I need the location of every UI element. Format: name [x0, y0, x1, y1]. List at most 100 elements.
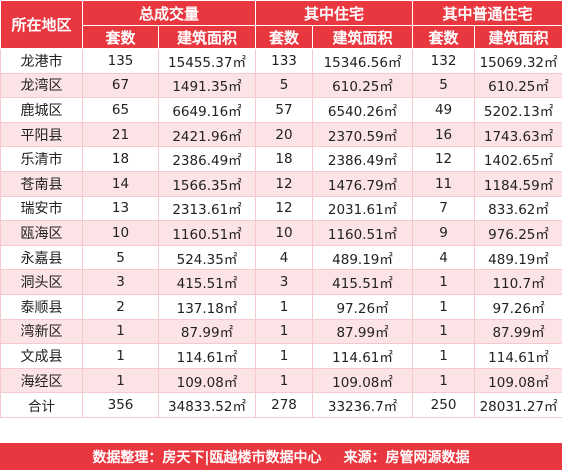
region-cell: 文成县	[0, 343, 83, 369]
ordinary-count-cell: 7	[412, 195, 476, 222]
total-count-cell: 5	[82, 244, 159, 271]
area-column-header: 建筑面积	[312, 25, 414, 49]
footer-source: 来源：房管网源数据	[343, 449, 470, 466]
region-cell: 乐清市	[0, 146, 83, 172]
ordinary-count-cell: 132	[412, 48, 476, 74]
total-area-cell: 114.61㎡	[157, 343, 257, 369]
total-area-cell: 87.99㎡	[157, 318, 257, 345]
ordinary-count-cell: 49	[412, 97, 476, 123]
total-area-cell: 1160.51㎡	[157, 220, 257, 246]
residential-area-cell: 610.25㎡	[312, 72, 414, 99]
residential-count-cell: 4	[255, 244, 314, 271]
table-row: 海经区 1 109.08㎡ 1 109.08㎡ 1 109.08㎡	[0, 367, 562, 394]
residential-count-cell: 1	[255, 343, 314, 369]
ordinary-area-cell: 109.08㎡	[474, 367, 562, 394]
residential-area-cell: 2386.49㎡	[312, 146, 414, 172]
total-area-cell: 2386.49㎡	[157, 146, 257, 172]
table-row: 洞头区 3 415.51㎡ 3 415.51㎡ 1 110.7㎡	[0, 269, 562, 295]
region-column-header: 所在地区	[0, 0, 83, 49]
ordinary-count-cell: 9	[412, 220, 476, 246]
total-count-cell: 21	[82, 121, 159, 148]
area-column-header: 建筑面积	[157, 25, 257, 49]
count-column-header: 套数	[412, 25, 476, 49]
residential-area-cell: 6540.26㎡	[312, 97, 414, 123]
residential-count-cell: 18	[255, 146, 314, 172]
ordinary-count-cell: 11	[412, 170, 476, 197]
table-row: 平阳县 21 2421.96㎡ 20 2370.59㎡ 16 1743.63㎡	[0, 121, 562, 148]
total-area-cell: 6649.16㎡	[157, 97, 257, 123]
table-row: 瑞安市 13 2313.61㎡ 12 2031.61㎡ 7 833.62㎡	[0, 195, 562, 222]
total-area-cell: 1491.35㎡	[157, 72, 257, 99]
region-cell: 苍南县	[0, 170, 83, 197]
ordinary-count-cell: 16	[412, 121, 476, 148]
table-row: 永嘉县 5 524.35㎡ 4 489.19㎡ 4 489.19㎡	[0, 244, 562, 271]
ordinary-area-cell: 610.25㎡	[474, 72, 562, 99]
total-ordinary-area-cell: 28031.27㎡	[474, 392, 562, 418]
total-area-cell: 1566.35㎡	[157, 170, 257, 197]
ordinary-residential-group-header: 其中普通住宅	[412, 0, 562, 26]
ordinary-area-cell: 87.99㎡	[474, 318, 562, 345]
region-cell: 洞头区	[0, 269, 83, 295]
region-cell: 湾新区	[0, 318, 83, 345]
table-row: 苍南县 14 1566.35㎡ 12 1476.79㎡ 11 1184.59㎡	[0, 170, 562, 197]
total-area-cell: 15455.37㎡	[157, 48, 257, 74]
ordinary-count-cell: 4	[412, 244, 476, 271]
total-area-cell: 137.18㎡	[157, 293, 257, 320]
footer-bar: 数据整理：房天下|瓯越楼市数据中心 来源：房管网源数据	[0, 443, 562, 470]
residential-area-cell: 2370.59㎡	[312, 121, 414, 148]
total-count-cell: 13	[82, 195, 159, 222]
total-ordinary-count-cell: 250	[412, 392, 476, 418]
residential-area-cell: 87.99㎡	[312, 318, 414, 345]
housing-sales-table: 所在地区 总成交量 其中住宅 其中普通住宅 套数 建筑面积 套数 建筑面积 套数…	[0, 0, 562, 418]
region-cell: 永嘉县	[0, 244, 83, 271]
region-cell: 龙港市	[0, 48, 83, 74]
residential-area-cell: 15346.56㎡	[312, 48, 414, 74]
table-row: 鹿城区 65 6649.16㎡ 57 6540.26㎡ 49 5202.13㎡	[0, 97, 562, 123]
residential-area-cell: 415.51㎡	[312, 269, 414, 295]
residential-area-cell: 1160.51㎡	[312, 220, 414, 246]
ordinary-area-cell: 97.26㎡	[474, 293, 562, 320]
total-count-cell: 1	[82, 318, 159, 345]
table-row: 文成县 1 114.61㎡ 1 114.61㎡ 1 114.61㎡	[0, 343, 562, 369]
total-count-cell: 65	[82, 97, 159, 123]
total-count-cell: 1	[82, 367, 159, 394]
total-volume-group-header: 总成交量	[81, 0, 257, 26]
ordinary-area-cell: 1184.59㎡	[474, 170, 562, 197]
residential-area-cell: 114.61㎡	[312, 343, 414, 369]
total-total-area-cell: 34833.52㎡	[157, 392, 257, 418]
total-total-count-cell: 356	[82, 392, 159, 418]
footer-data-credit: 数据整理：房天下|瓯越楼市数据中心	[92, 449, 322, 466]
total-area-cell: 415.51㎡	[157, 269, 257, 295]
total-residential-count-cell: 278	[255, 392, 314, 418]
table-row: 瓯海区 10 1160.51㎡ 10 1160.51㎡ 9 976.25㎡	[0, 220, 562, 246]
ordinary-count-cell: 1	[412, 367, 476, 394]
residential-count-cell: 3	[255, 269, 314, 295]
residential-count-cell: 10	[255, 220, 314, 246]
total-area-cell: 2313.61㎡	[157, 195, 257, 222]
table-row: 乐清市 18 2386.49㎡ 18 2386.49㎡ 12 1402.65㎡	[0, 146, 562, 172]
total-area-cell: 2421.96㎡	[157, 121, 257, 148]
ordinary-count-cell: 1	[412, 318, 476, 345]
ordinary-area-cell: 114.61㎡	[474, 343, 562, 369]
residential-area-cell: 1476.79㎡	[312, 170, 414, 197]
ordinary-count-cell: 1	[412, 293, 476, 320]
total-count-cell: 14	[82, 170, 159, 197]
ordinary-area-cell: 15069.32㎡	[474, 48, 562, 74]
ordinary-area-cell: 833.62㎡	[474, 195, 562, 222]
residential-count-cell: 57	[255, 97, 314, 123]
ordinary-count-cell: 1	[412, 269, 476, 295]
ordinary-count-cell: 1	[412, 343, 476, 369]
ordinary-area-cell: 5202.13㎡	[474, 97, 562, 123]
region-cell: 海经区	[0, 367, 83, 394]
total-count-cell: 67	[82, 72, 159, 99]
total-count-cell: 10	[82, 220, 159, 246]
total-count-cell: 135	[82, 48, 159, 74]
table-row: 泰顺县 2 137.18㎡ 1 97.26㎡ 1 97.26㎡	[0, 293, 562, 320]
region-cell: 瓯海区	[0, 220, 83, 246]
total-count-cell: 3	[82, 269, 159, 295]
ordinary-count-cell: 5	[412, 72, 476, 99]
residential-count-cell: 1	[255, 293, 314, 320]
region-cell: 龙湾区	[0, 72, 83, 99]
